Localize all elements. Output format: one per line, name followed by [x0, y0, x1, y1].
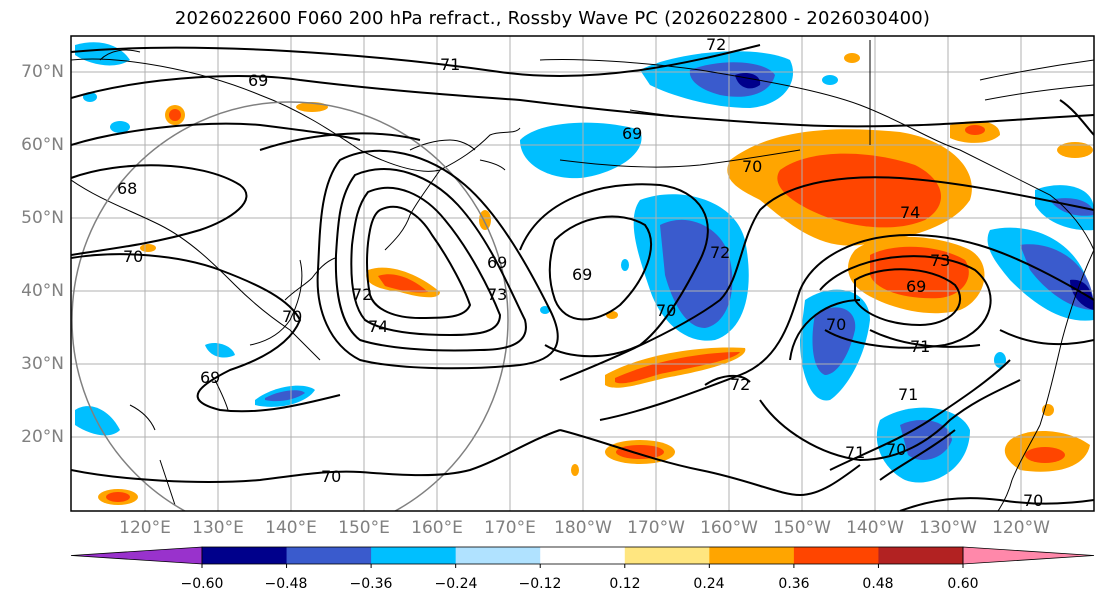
contour-label: 70 — [826, 315, 846, 334]
contour-labels: 72 71 69 69 68 70 70 69 72 73 74 69 70 7… — [117, 35, 1043, 510]
contour-label: 74 — [900, 203, 920, 222]
lon-label: 170°W — [627, 518, 685, 538]
colorbar-tick-label: 0.60 — [947, 576, 979, 592]
colorbar-frame — [201, 546, 964, 565]
great-circle — [71, 101, 509, 511]
colorbar-segment — [455, 547, 541, 564]
lat-label: 60°N — [21, 135, 64, 155]
lon-label: 150°W — [773, 518, 831, 538]
lat-label: 20°N — [21, 427, 64, 447]
contour-label: 72 — [706, 35, 726, 54]
colorbar-tick-label: −0.60 — [180, 576, 224, 592]
contour-label: 71 — [440, 55, 460, 74]
contour-label: 72 — [730, 375, 750, 394]
contour-label: 70 — [1023, 491, 1043, 510]
colorbar-tick-label: −0.12 — [518, 576, 562, 592]
lon-label: 120°W — [992, 518, 1050, 538]
lon-label: 140°W — [846, 518, 904, 538]
colorbar-tick-label: 0.24 — [693, 576, 725, 592]
contour-label: 69 — [622, 124, 642, 143]
contour-label: 69 — [248, 71, 268, 90]
contour-label: 69 — [572, 265, 592, 284]
colorbar-segment — [371, 547, 457, 564]
colorbar-segment — [540, 547, 626, 564]
lon-label: 130°E — [192, 518, 244, 538]
lon-label: 180°W — [554, 518, 612, 538]
colorbar-tick-label: 0.36 — [778, 576, 810, 592]
lon-label: 170°E — [484, 518, 536, 538]
colorbar-tick-label: −0.24 — [434, 576, 478, 592]
map-frame — [70, 35, 1095, 512]
lat-label: 50°N — [21, 208, 64, 228]
contour-label: 69 — [487, 253, 507, 272]
contour-label: 69 — [200, 368, 220, 387]
colorbar-segment — [202, 547, 288, 564]
lat-label: 30°N — [21, 354, 64, 374]
lon-label: 160°E — [411, 518, 463, 538]
colorbar-tick-label: 0.48 — [862, 576, 894, 592]
colorbar-tick-label: −0.48 — [264, 576, 308, 592]
colorbar-tick-label: 0.12 — [609, 576, 641, 592]
contour-label: 73 — [487, 285, 507, 304]
lat-label: 70°N — [21, 62, 64, 82]
contour-label: 70 — [656, 301, 676, 320]
colorbar-tick-label: −0.36 — [349, 576, 393, 592]
contour-label: 70 — [742, 157, 762, 176]
contour-label: 73 — [930, 251, 950, 270]
colorbar-segment — [793, 547, 879, 564]
contour-label: 70 — [282, 307, 302, 326]
contour-label: 71 — [898, 385, 918, 404]
contour-label: 70 — [123, 247, 143, 266]
lon-label: 160°W — [700, 518, 758, 538]
lon-label: 130°W — [919, 518, 977, 538]
colorbar-segment — [286, 547, 372, 564]
lon-label: 150°E — [338, 518, 390, 538]
contour-label: 68 — [117, 179, 137, 198]
colorbar-segment — [624, 547, 710, 564]
lat-label: 40°N — [21, 281, 64, 301]
contour-label: 71 — [845, 443, 865, 462]
contour-label: 70 — [321, 467, 341, 486]
colorbar-extend-high — [962, 546, 1095, 565]
colorbar-segment — [709, 547, 795, 564]
contour-label: 69 — [906, 277, 926, 296]
map-title: 2026022600 F060 200 hPa refract., Rossby… — [174, 8, 931, 29]
contour-label: 74 — [368, 317, 388, 336]
colorbar-segment — [878, 547, 964, 564]
colorbar-extend-low — [70, 546, 203, 565]
contour-label: 71 — [910, 337, 930, 356]
graticule — [71, 36, 1094, 511]
lon-label: 120°E — [119, 518, 171, 538]
contour-label: 72 — [352, 285, 372, 304]
refractivity-contours — [71, 44, 1094, 511]
lon-label: 140°E — [265, 518, 317, 538]
contour-label: 70 — [886, 440, 906, 459]
contour-label: 72 — [710, 243, 730, 262]
